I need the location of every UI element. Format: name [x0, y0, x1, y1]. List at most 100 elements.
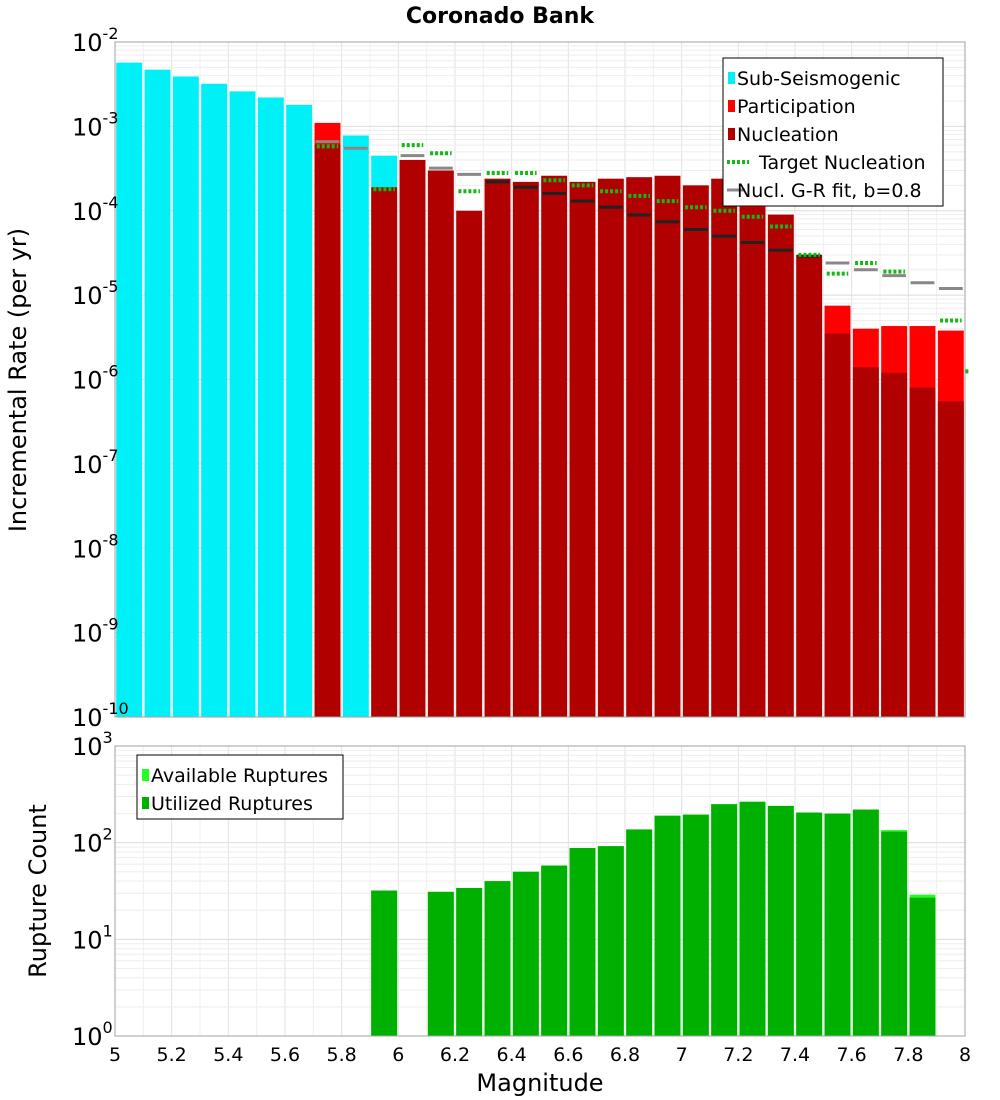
tick-exponent: 2 [103, 825, 113, 844]
tick-exponent: 0 [103, 1018, 113, 1037]
y-tick-label-top: 10-4 [72, 193, 119, 226]
x-tick-label: 7.6 [837, 1044, 867, 1066]
legend-label: Utilized Ruptures [151, 793, 313, 815]
y-tick-label-top: 10-8 [72, 530, 119, 563]
nucleation-bar [371, 187, 398, 717]
tick-base: 10 [72, 113, 103, 141]
tick-base: 10 [72, 704, 103, 732]
bars-top [116, 62, 964, 718]
legend-bottom: Available Ruptures Utilized Ruptures [136, 754, 344, 820]
tick-base: 10 [72, 1023, 103, 1051]
tick-base: 10 [72, 733, 103, 761]
legend-label: Available Ruptures [151, 765, 328, 787]
legend-label: Sub-Seismogenic [737, 68, 901, 90]
x-tick-label: 5.8 [327, 1044, 357, 1066]
legend-swatch [142, 769, 149, 781]
tick-exponent: -7 [103, 446, 119, 465]
tick-exponent: -8 [103, 530, 119, 549]
utilized-ruptures-bar [881, 831, 908, 1036]
x-tick-label: 6.6 [553, 1044, 583, 1066]
legend-label: Participation [737, 96, 856, 118]
utilized-ruptures-bar [427, 891, 454, 1036]
nucleation-bar [427, 170, 454, 717]
y-axis-label-bottom: Rupture Count [24, 804, 52, 978]
x-tick-label: 5.2 [157, 1044, 187, 1066]
y-tick-label-top: 10-6 [72, 362, 119, 395]
x-tick-label: 6.8 [610, 1044, 640, 1066]
y-tick-label-bottom: 103 [72, 728, 113, 761]
y-tick-label-top: 10-9 [72, 615, 119, 648]
utilized-ruptures-bar [569, 848, 596, 1036]
sub-seismogenic-bar [172, 76, 199, 718]
tick-exponent: -9 [103, 615, 119, 634]
x-tick-label: 5.4 [213, 1044, 243, 1066]
nucleation-bar [937, 401, 964, 717]
nucleation-bar [711, 178, 738, 717]
tick-exponent: -6 [103, 362, 119, 381]
utilized-ruptures-bar [796, 812, 823, 1036]
y-axis-label-top: Incremental Rate (per yr) [4, 228, 32, 532]
tick-exponent: -10 [103, 699, 129, 718]
nucleation-bar [654, 175, 681, 717]
sub-seismogenic-bar [342, 135, 369, 718]
legend-label: Nucleation [737, 124, 839, 146]
utilized-ruptures-bar [541, 865, 568, 1036]
x-tick-label: 5.6 [270, 1044, 300, 1066]
tick-exponent: -2 [103, 24, 119, 43]
tick-base: 10 [72, 29, 103, 57]
y-tick-label-top: 10-5 [72, 277, 119, 310]
x-axis-ticks: 5 5.2 5.4 5.6 5.8 6 6.2 6.4 6.6 6.8 7 7.2 7.4 7.6 7.8 8 [109, 1044, 971, 1066]
sub-seismogenic-bar [229, 91, 256, 717]
y-tick-label-top: 10-7 [72, 446, 119, 479]
legend-label: Target Nucleation [758, 152, 926, 174]
nucleation-bar [824, 333, 851, 717]
tick-base: 10 [72, 367, 103, 395]
sub-seismogenic-bar [201, 83, 228, 717]
tick-exponent: -3 [103, 108, 119, 127]
legend-box [722, 57, 944, 207]
nucleation-bar [484, 178, 511, 717]
sub-seismogenic-bar [144, 69, 171, 717]
x-tick-label: 5 [109, 1044, 121, 1066]
nucleation-bar [456, 210, 483, 717]
legend-top: Sub-Seismogenic Participation Nucleation Ta… [722, 57, 944, 207]
y-tick-label-top: 10-2 [72, 24, 119, 57]
nucleation-bar [796, 254, 823, 717]
legend-swatch [728, 128, 735, 140]
markers-top [315, 140, 969, 374]
x-tick-label: 7.2 [723, 1044, 753, 1066]
plot-frame-top [114, 41, 966, 718]
y-tick-label-top: 10-10 [72, 699, 129, 732]
legend-box [136, 754, 344, 820]
tick-exponent: 3 [103, 728, 113, 747]
x-tick-label: 7.4 [780, 1044, 810, 1066]
grid-bottom [114, 746, 966, 1037]
nucleation-bar [512, 181, 539, 717]
utilized-ruptures-bar [484, 881, 511, 1036]
x-tick-label: 6 [392, 1044, 404, 1066]
x-tick-label: 8 [959, 1044, 971, 1066]
tick-base: 10 [72, 830, 103, 858]
legend-swatch [728, 72, 735, 84]
x-tick-label: 6.2 [440, 1044, 470, 1066]
plot-frame-bottom [114, 745, 966, 1037]
utilized-ruptures-bar [626, 829, 653, 1036]
nucleation-bar [909, 387, 936, 717]
utilized-ruptures-bar [654, 815, 681, 1036]
legend-swatch [142, 797, 149, 809]
y-tick-label-bottom: 102 [72, 825, 113, 858]
tick-exponent: -4 [103, 193, 119, 212]
tick-base: 10 [72, 198, 103, 226]
nucleation-bar [541, 175, 568, 717]
legend-label: Nucl. G-R fit, b=0.8 [737, 180, 922, 202]
nucleation-bar [314, 144, 341, 717]
incremental-rate-panel: 10-210-310-410-510-610-710-810-910-10 Su… [72, 24, 969, 732]
utilized-ruptures-bar [824, 813, 851, 1036]
sub-seismogenic-bar [116, 62, 143, 717]
legend-swatch [728, 100, 735, 112]
utilized-ruptures-bar [512, 871, 539, 1036]
nucleation-bar [767, 214, 794, 718]
